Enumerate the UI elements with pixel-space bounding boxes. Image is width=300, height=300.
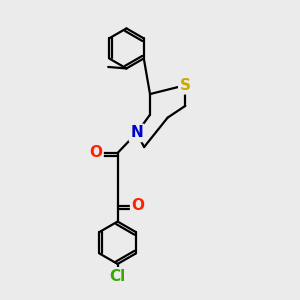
Text: S: S <box>180 78 191 93</box>
Text: N: N <box>130 125 143 140</box>
Text: O: O <box>132 198 145 213</box>
Text: Cl: Cl <box>110 269 126 284</box>
Text: O: O <box>89 146 102 160</box>
